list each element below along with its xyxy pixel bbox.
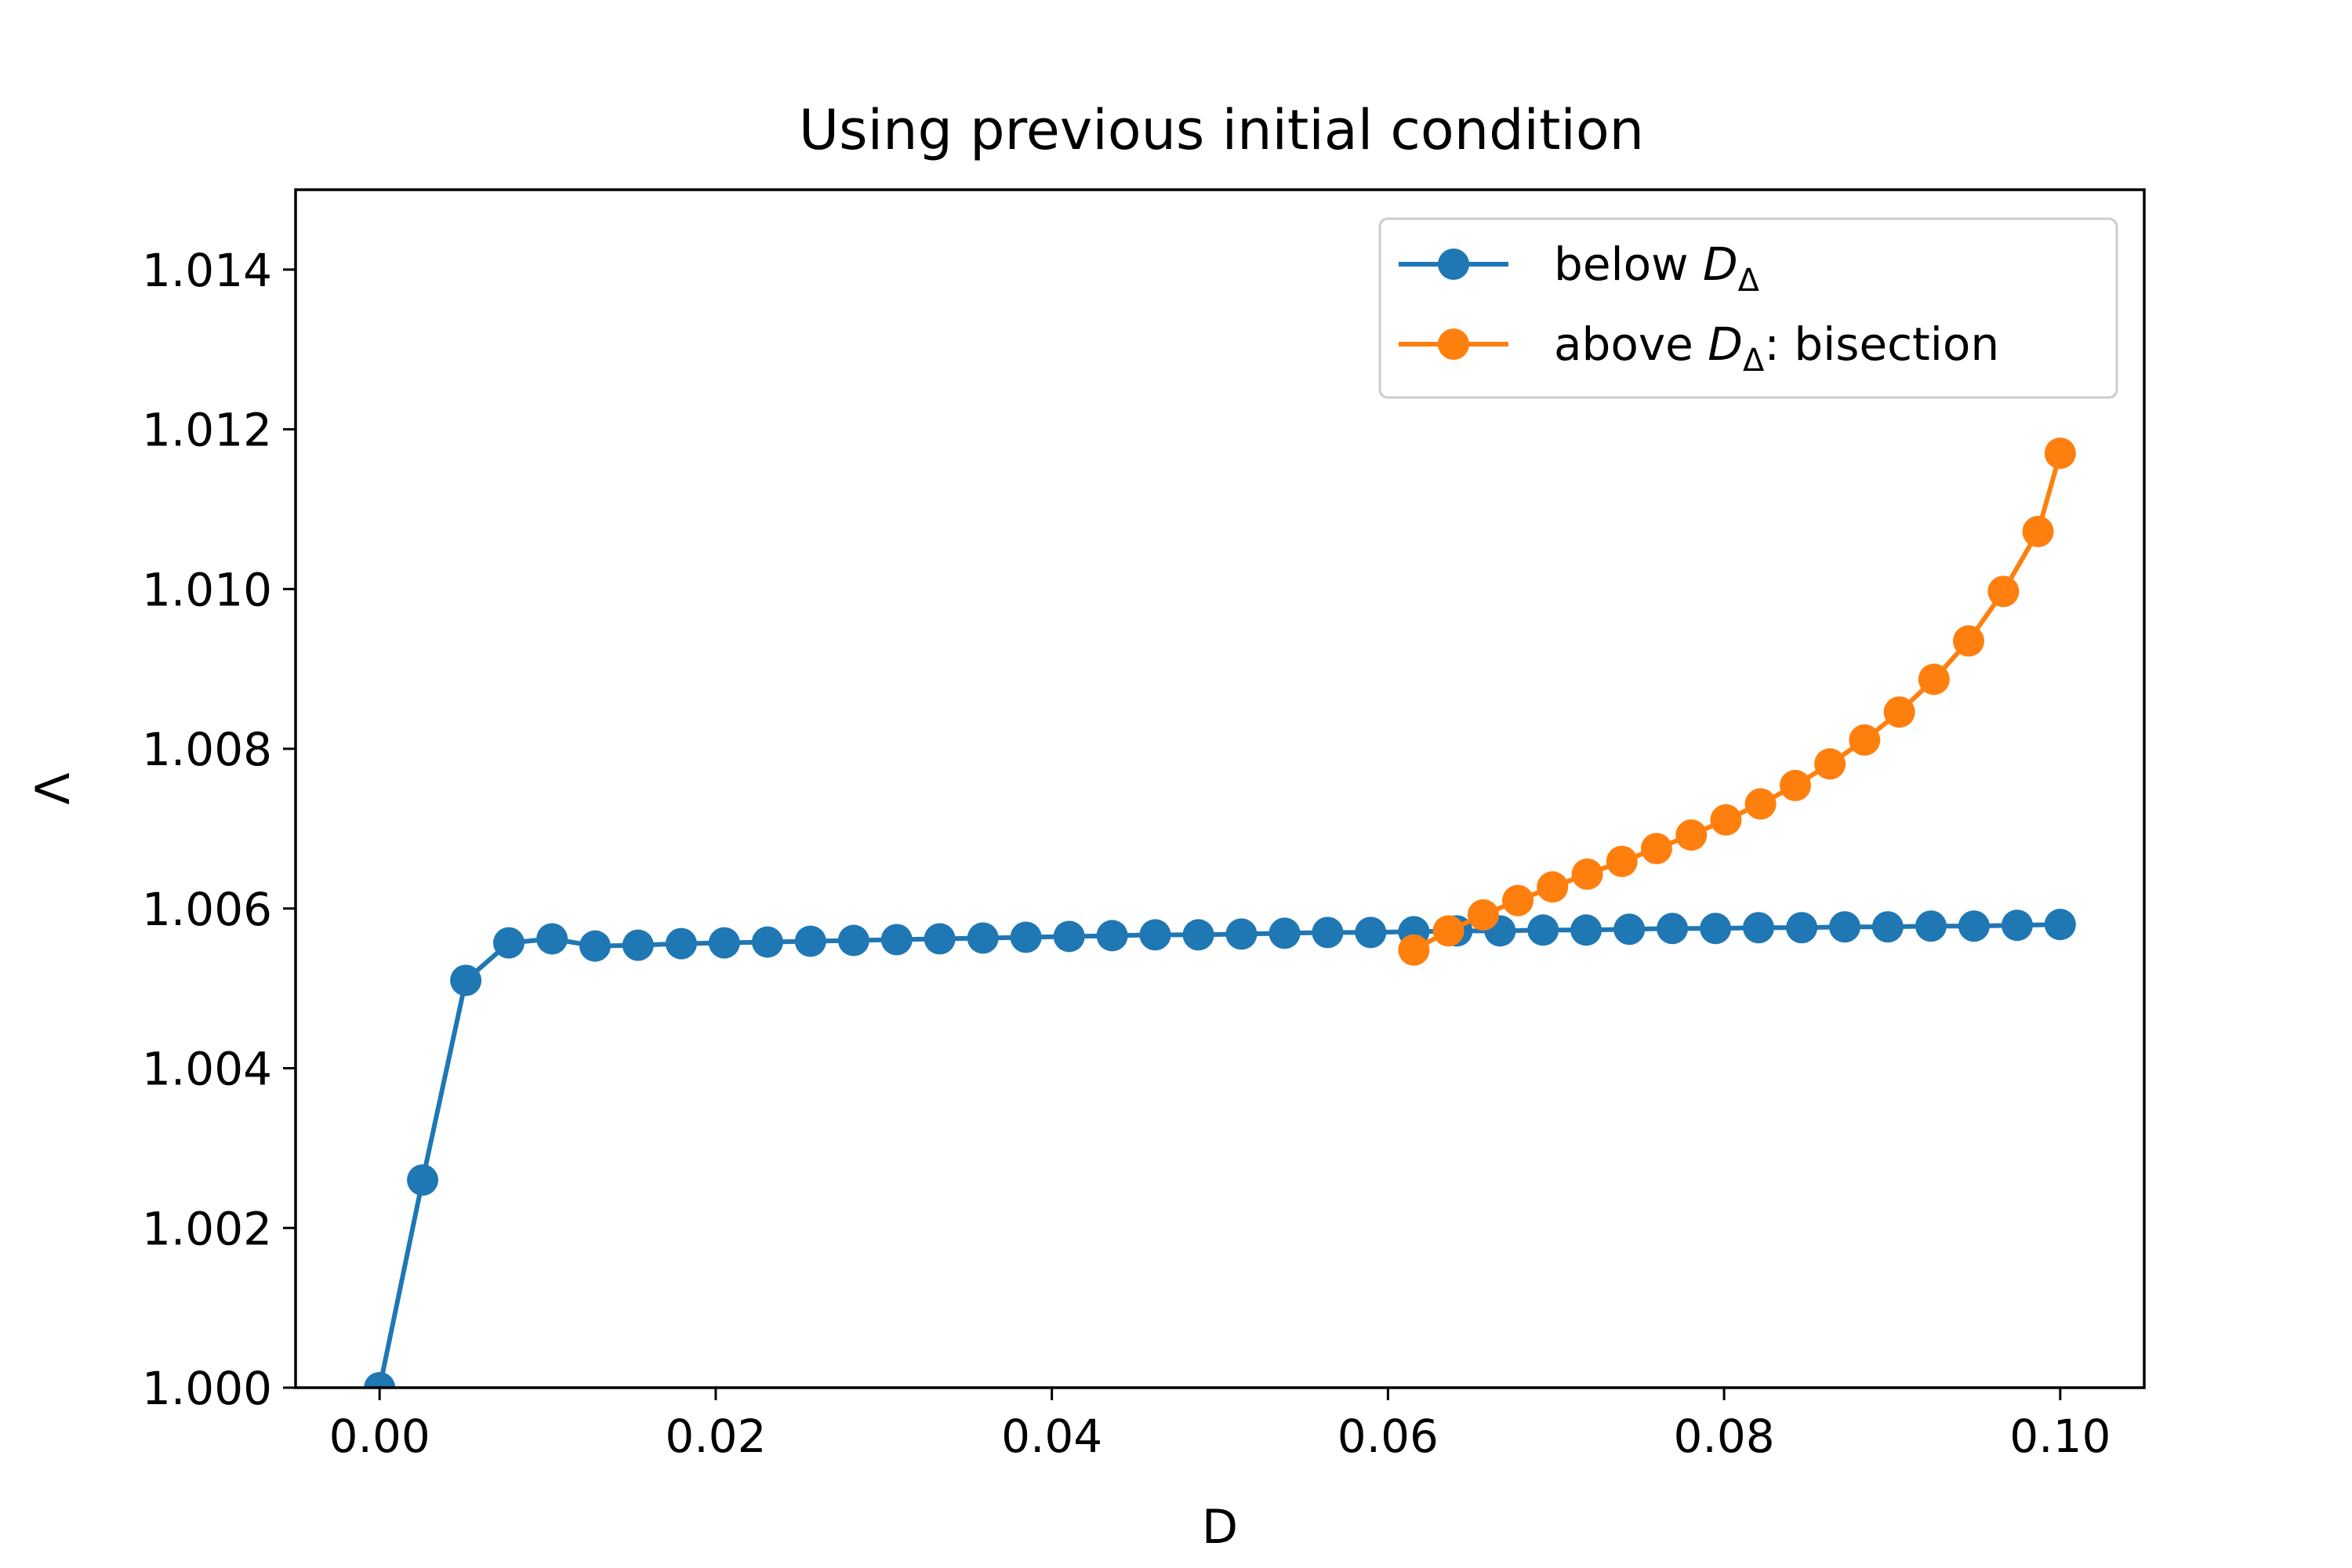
legend-marker	[1438, 249, 1469, 280]
data-point	[2044, 909, 2076, 941]
data-point	[2001, 909, 2033, 942]
data-point	[1432, 915, 1465, 947]
data-point	[1355, 916, 1387, 949]
data-point	[1053, 920, 1085, 953]
x-tick-label: 0.00	[329, 1410, 430, 1463]
data-point	[1096, 920, 1128, 952]
data-point	[1269, 917, 1301, 949]
x-tick-label: 0.08	[1674, 1410, 1775, 1463]
data-point	[1606, 845, 1638, 877]
data-point	[493, 927, 525, 959]
data-point	[1527, 914, 1559, 946]
data-point	[1139, 919, 1171, 951]
data-point	[880, 924, 913, 956]
legend-box	[1378, 217, 2118, 399]
y-tick-label: 1.006	[142, 883, 272, 936]
data-point	[1849, 724, 1881, 756]
data-point	[1814, 748, 1846, 780]
data-point	[708, 927, 740, 959]
data-point	[967, 922, 999, 954]
plot-frame	[294, 188, 2146, 1389]
legend-entry: below DΔ	[1399, 238, 1760, 299]
x-tick-label: 0.06	[1338, 1410, 1439, 1463]
data-point	[1883, 696, 1915, 728]
data-point	[1871, 911, 1904, 943]
chart-title: Using previous initial condition	[799, 98, 1644, 162]
data-point	[751, 926, 783, 958]
data-point	[1010, 921, 1042, 953]
y-tick-label: 1.008	[142, 723, 272, 776]
data-point	[622, 929, 654, 961]
data-point	[1537, 871, 1569, 903]
y-tick-label: 1.014	[142, 244, 272, 297]
data-point	[1225, 918, 1258, 950]
legend-marker	[1438, 328, 1469, 360]
y-axis: 1.000 1.002 1.004 1.006 1.008 1.010 1.012 1.014	[142, 244, 296, 1415]
legend-label: below DΔ	[1554, 238, 1760, 299]
series-2	[1398, 437, 2076, 966]
data-point	[1918, 663, 1950, 695]
y-tick-label: 1.000	[142, 1362, 272, 1415]
data-point	[2044, 437, 2076, 470]
data-point	[1700, 913, 1732, 945]
data-point	[1312, 916, 1344, 949]
y-tick-label: 1.012	[142, 404, 272, 457]
data-point	[364, 1372, 396, 1388]
legend-entry: above DΔ: bisection	[1399, 318, 1999, 379]
x-tick-label: 0.04	[1001, 1410, 1102, 1463]
data-point	[450, 964, 482, 996]
data-point	[665, 927, 697, 960]
x-axis-label: D	[1202, 1500, 1238, 1555]
data-point	[1952, 625, 1984, 657]
data-point	[1398, 934, 1430, 966]
y-axis-label: Λ	[26, 772, 81, 804]
data-point	[1571, 858, 1603, 890]
legend-label: above DΔ: bisection	[1554, 318, 1999, 379]
data-point	[1786, 912, 1818, 944]
data-point	[1675, 819, 1708, 851]
data-point	[1640, 833, 1672, 865]
data-point	[1570, 914, 1602, 946]
legend: below DΔ above DΔ: bisection	[1378, 217, 2118, 399]
data-point	[536, 923, 568, 955]
data-point	[1829, 911, 1861, 943]
data-point	[1710, 804, 1742, 836]
data-point	[1502, 884, 1534, 916]
data-point	[1467, 898, 1499, 931]
series-1	[364, 909, 2076, 1388]
data-point	[1744, 788, 1777, 820]
data-point	[2022, 515, 2054, 547]
x-tick-label: 0.10	[2009, 1410, 2111, 1463]
data-point	[579, 930, 611, 962]
data-point	[837, 924, 869, 956]
series-line	[377, 922, 2060, 1388]
data-point	[1987, 575, 2020, 608]
y-tick-label: 1.010	[142, 563, 272, 616]
y-tick-label: 1.004	[142, 1043, 272, 1096]
data-point	[1779, 769, 1811, 801]
data-point	[924, 923, 956, 955]
data-point	[1958, 910, 1990, 942]
x-tick-label: 0.02	[665, 1410, 766, 1463]
y-tick-label: 1.002	[142, 1202, 272, 1255]
series-layer	[364, 437, 2076, 1388]
data-point	[1657, 913, 1689, 945]
series-line	[1412, 452, 2063, 953]
x-axis: 0.00 0.02 0.04 0.06 0.08 0.10	[329, 1388, 2111, 1463]
data-point	[407, 1164, 439, 1196]
data-point	[1613, 913, 1646, 946]
data-point	[1915, 910, 1947, 942]
data-point	[1743, 912, 1775, 944]
data-point	[1182, 919, 1214, 951]
data-point	[794, 925, 826, 957]
